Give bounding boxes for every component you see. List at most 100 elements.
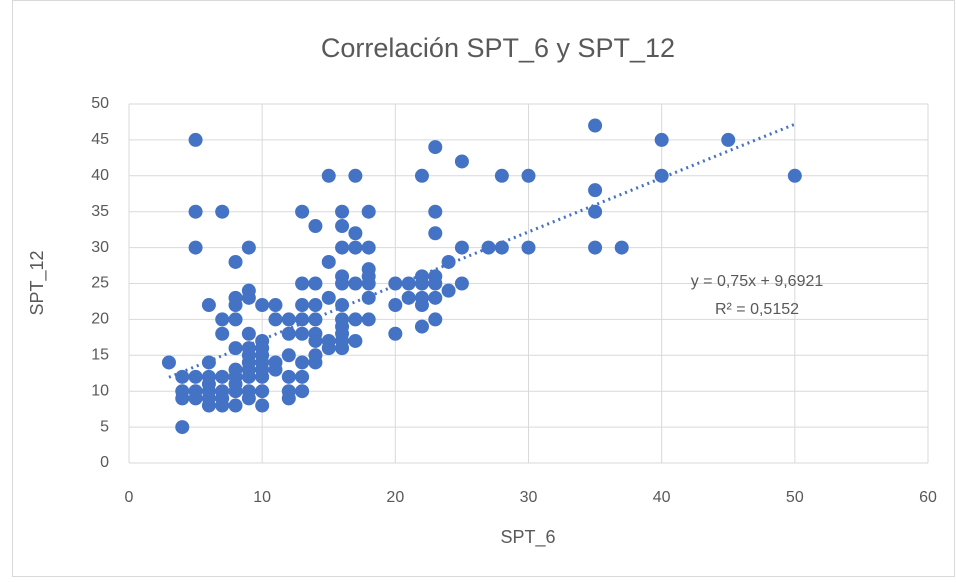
point — [348, 226, 363, 241]
point — [188, 132, 203, 147]
point — [241, 391, 256, 406]
point — [188, 204, 203, 219]
point — [228, 398, 243, 413]
point — [268, 362, 283, 377]
point — [335, 204, 350, 219]
point — [414, 168, 429, 183]
point — [228, 384, 243, 399]
x-tick-label: 20 — [386, 489, 404, 506]
point — [268, 298, 283, 313]
point — [321, 290, 336, 305]
point — [588, 118, 603, 133]
point — [308, 355, 323, 370]
point — [321, 254, 336, 269]
point — [361, 290, 376, 305]
point — [787, 168, 802, 183]
point — [255, 298, 270, 313]
point — [215, 398, 230, 413]
point — [281, 369, 296, 384]
point — [295, 369, 310, 384]
point — [241, 240, 256, 255]
point — [321, 168, 336, 183]
point — [241, 326, 256, 341]
point — [361, 204, 376, 219]
point — [215, 369, 230, 384]
y-tick-label: 40 — [91, 167, 109, 184]
point — [281, 391, 296, 406]
point — [494, 168, 509, 183]
point — [428, 276, 443, 291]
point — [215, 204, 230, 219]
point — [335, 240, 350, 255]
point — [308, 298, 323, 313]
point — [295, 312, 310, 327]
point — [308, 276, 323, 291]
point — [335, 341, 350, 356]
point — [335, 298, 350, 313]
point — [215, 312, 230, 327]
point — [441, 283, 456, 298]
point — [241, 290, 256, 305]
point — [441, 254, 456, 269]
point — [361, 240, 376, 255]
point — [588, 204, 603, 219]
trendline-r2: R² = 0,5152 — [715, 301, 799, 318]
point — [388, 326, 403, 341]
point — [454, 240, 469, 255]
point — [348, 333, 363, 348]
point — [361, 276, 376, 291]
point — [295, 355, 310, 370]
point — [481, 240, 496, 255]
y-tick-label: 35 — [91, 203, 109, 220]
x-axis-label: SPT_6 — [500, 527, 555, 548]
point — [414, 319, 429, 334]
point — [281, 326, 296, 341]
y-tick-label: 10 — [91, 382, 109, 399]
y-tick-label: 15 — [91, 347, 109, 364]
point — [454, 276, 469, 291]
point — [654, 132, 669, 147]
point — [454, 154, 469, 169]
point — [268, 312, 283, 327]
chart-title: Correlación SPT_6 y SPT_12 — [321, 33, 675, 63]
point — [521, 168, 536, 183]
chart-border — [12, 0, 955, 577]
point — [348, 240, 363, 255]
point — [281, 348, 296, 363]
point — [201, 398, 216, 413]
point — [295, 204, 310, 219]
point — [228, 312, 243, 327]
point — [428, 226, 443, 241]
point — [428, 204, 443, 219]
point — [295, 384, 310, 399]
point — [161, 355, 176, 370]
trendline-equation: y = 0,75x + 9,6921 — [691, 273, 824, 290]
x-tick-label: 40 — [653, 489, 671, 506]
point — [401, 276, 416, 291]
y-tick-label: 30 — [91, 239, 109, 256]
point — [348, 276, 363, 291]
y-tick-label: 0 — [100, 454, 109, 471]
point — [414, 276, 429, 291]
point — [201, 298, 216, 313]
x-tick-label: 60 — [919, 489, 937, 506]
point — [588, 183, 603, 198]
point — [308, 333, 323, 348]
y-tick-label: 20 — [91, 311, 109, 328]
point — [228, 298, 243, 313]
point — [361, 312, 376, 327]
point — [215, 326, 230, 341]
point — [721, 132, 736, 147]
x-tick-label: 30 — [520, 489, 538, 506]
point — [188, 369, 203, 384]
point — [255, 369, 270, 384]
point — [295, 298, 310, 313]
point — [228, 254, 243, 269]
point — [401, 290, 416, 305]
point — [588, 240, 603, 255]
point — [614, 240, 629, 255]
point — [188, 240, 203, 255]
y-tick-label: 50 — [91, 95, 109, 112]
point — [175, 420, 190, 435]
